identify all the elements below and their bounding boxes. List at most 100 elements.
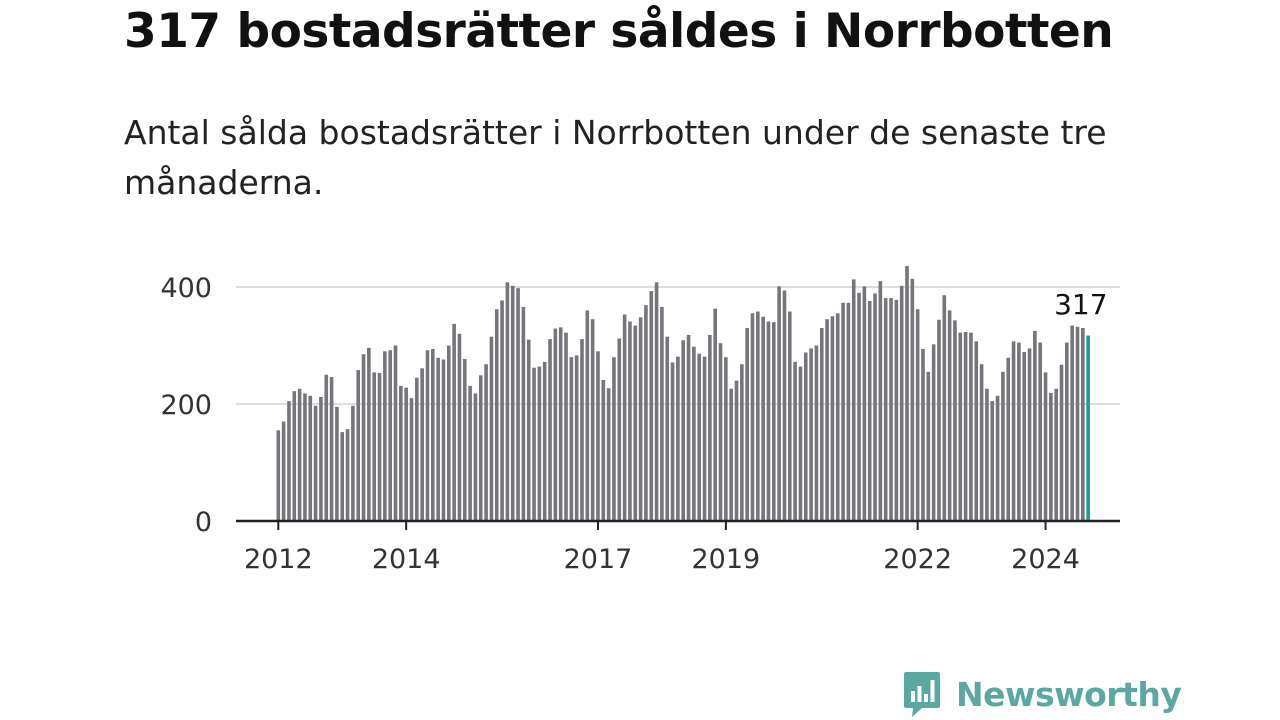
bar — [388, 350, 392, 521]
bar — [772, 322, 776, 521]
newsworthy-logo-text: Newsworthy — [956, 674, 1182, 714]
bar — [516, 288, 520, 521]
bar — [862, 286, 867, 521]
bar — [905, 265, 909, 521]
bar — [1065, 342, 1069, 521]
bar — [548, 339, 552, 521]
bar — [1070, 325, 1074, 521]
bar — [1006, 357, 1011, 521]
bar — [329, 377, 334, 521]
bar — [708, 334, 712, 521]
bar — [542, 361, 547, 521]
bar — [361, 354, 366, 521]
bar — [276, 430, 281, 521]
bar — [1059, 364, 1064, 521]
bar — [532, 367, 536, 521]
bar — [830, 316, 835, 521]
bar — [910, 278, 915, 521]
x-tick-label: 2014 — [372, 544, 441, 575]
bar — [787, 311, 792, 521]
bar — [452, 323, 456, 521]
bar — [681, 340, 686, 521]
bar — [420, 368, 424, 521]
bar — [937, 319, 941, 521]
bar — [777, 286, 781, 521]
bar — [729, 388, 733, 521]
bar — [478, 375, 483, 521]
bar — [585, 310, 590, 521]
bar — [734, 380, 739, 521]
bar — [670, 362, 675, 521]
bar — [963, 332, 968, 521]
bar — [649, 291, 654, 521]
y-tick-label: 200 — [160, 390, 212, 421]
bar — [782, 290, 787, 521]
bar — [351, 405, 355, 521]
x-axis — [236, 519, 1120, 530]
bar — [873, 293, 877, 521]
bar — [969, 332, 973, 521]
y-axis-labels: 0 200 400 — [160, 273, 212, 538]
bar — [287, 401, 291, 521]
bar — [1038, 342, 1043, 521]
bar — [1033, 330, 1037, 521]
bar — [383, 351, 387, 521]
bar — [665, 336, 670, 521]
bar — [574, 355, 579, 521]
bar — [979, 364, 984, 521]
bar — [356, 370, 361, 521]
bar — [340, 432, 345, 521]
bar — [1054, 388, 1058, 521]
bar — [793, 361, 797, 521]
bar — [281, 421, 286, 521]
bar — [335, 406, 339, 521]
bar — [409, 398, 414, 521]
bar — [622, 314, 627, 521]
bar — [990, 401, 995, 521]
bar — [718, 343, 723, 521]
bar — [740, 364, 744, 521]
bar — [835, 313, 840, 521]
bar — [1043, 372, 1048, 521]
bar — [510, 285, 515, 521]
x-tick-label: 2022 — [883, 544, 952, 575]
annotations: 317 — [1054, 288, 1107, 321]
bar — [1075, 326, 1080, 521]
bar — [953, 320, 957, 521]
bar — [558, 327, 563, 521]
bar — [766, 321, 771, 521]
bar — [702, 356, 707, 521]
bar — [372, 372, 377, 521]
bar — [590, 319, 595, 521]
x-tick-label: 2019 — [691, 544, 760, 575]
bar — [601, 380, 606, 521]
bar — [995, 395, 1000, 521]
bar — [399, 385, 403, 521]
bar — [468, 385, 472, 521]
bar — [564, 332, 568, 521]
bar — [926, 371, 931, 521]
bar — [313, 405, 318, 521]
bar — [436, 357, 440, 521]
bar — [958, 332, 963, 521]
bar — [1011, 341, 1016, 521]
bar — [500, 300, 504, 521]
bar — [756, 311, 760, 521]
bar — [974, 341, 979, 521]
bar — [883, 298, 888, 521]
bar — [931, 344, 936, 521]
bar — [899, 285, 904, 521]
bar — [745, 327, 749, 521]
bar — [537, 366, 542, 521]
bar — [1022, 351, 1027, 521]
bar — [825, 319, 829, 521]
bar — [638, 317, 643, 521]
bar — [654, 282, 659, 521]
bar — [505, 282, 510, 521]
bar — [1049, 392, 1053, 521]
bar — [686, 334, 691, 521]
bar-highlight — [1086, 335, 1090, 521]
x-axis-labels: 2012 2014 2017 2019 2022 2024 — [244, 544, 1080, 575]
bar — [580, 339, 584, 521]
bar — [628, 321, 632, 521]
